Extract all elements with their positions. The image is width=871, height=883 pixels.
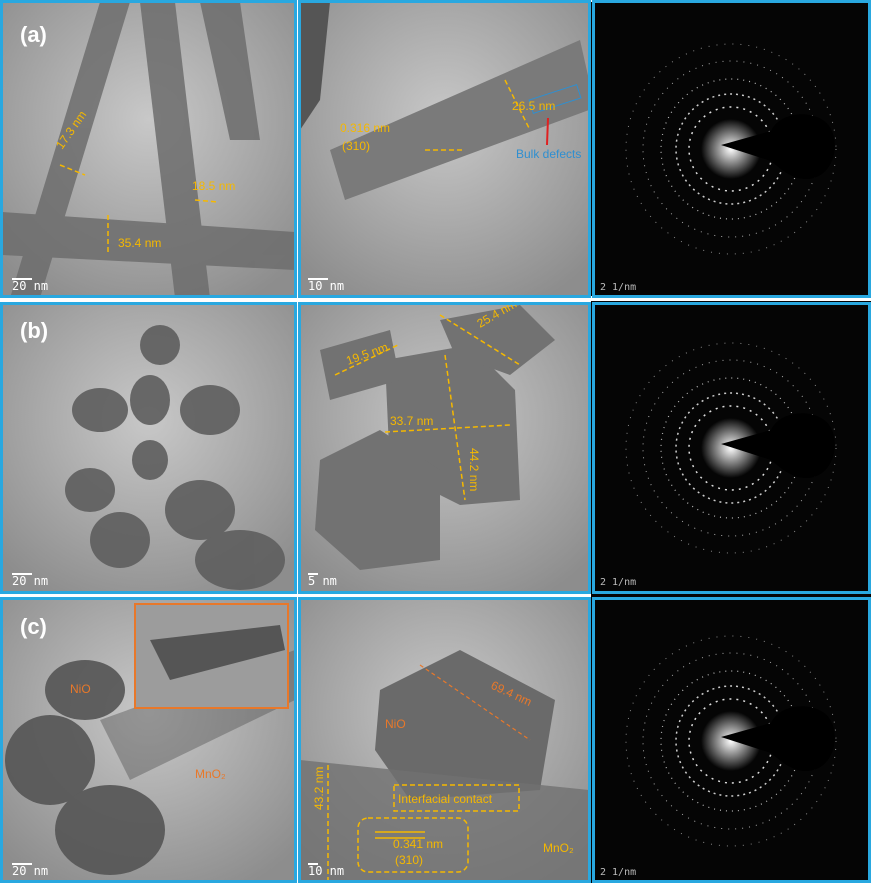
scale-bar: 10 nm bbox=[308, 864, 344, 878]
annotation: 33.7 nm bbox=[390, 414, 433, 428]
annotation: Bulk defects bbox=[516, 147, 581, 161]
annotation: 0.341 nm bbox=[393, 837, 443, 851]
annotation: 43.2 nm bbox=[312, 767, 326, 810]
annotation: NiO bbox=[70, 682, 91, 696]
scale-bar: 2 1/nm bbox=[600, 867, 636, 878]
annotation: Interfacial contact bbox=[398, 792, 493, 806]
annotation: MnO₂ bbox=[543, 841, 574, 855]
figure: 17.3 nm 18.5 nm 35.4 nm (a) 20 nm 0.316 … bbox=[0, 0, 871, 883]
annotation: 44.2 nm bbox=[467, 448, 481, 491]
annotation: (310) bbox=[342, 139, 370, 153]
panel-label: (a) bbox=[20, 22, 47, 47]
scale-bar: 5 nm bbox=[308, 574, 337, 588]
panel-label: (b) bbox=[20, 318, 48, 343]
annotation: MnO₂ bbox=[195, 767, 226, 781]
scale-bar: 20 nm bbox=[12, 574, 48, 588]
annotation: 0.316 nm bbox=[340, 121, 390, 135]
annotation: (310) bbox=[395, 853, 423, 867]
scale-bar: 20 nm bbox=[12, 864, 48, 878]
scale-bar: 10 nm bbox=[308, 279, 344, 293]
annotation: 35.4 nm bbox=[118, 236, 161, 250]
scale-bar: 2 1/nm bbox=[600, 577, 636, 588]
annotation: 18.5 nm bbox=[192, 179, 235, 193]
panel-label: (c) bbox=[20, 614, 47, 639]
annotation: 26.5 nm bbox=[512, 99, 555, 113]
scale-bar: 2 1/nm bbox=[600, 282, 636, 293]
annotation: NiO bbox=[385, 717, 406, 731]
scale-bar: 20 nm bbox=[12, 279, 48, 293]
